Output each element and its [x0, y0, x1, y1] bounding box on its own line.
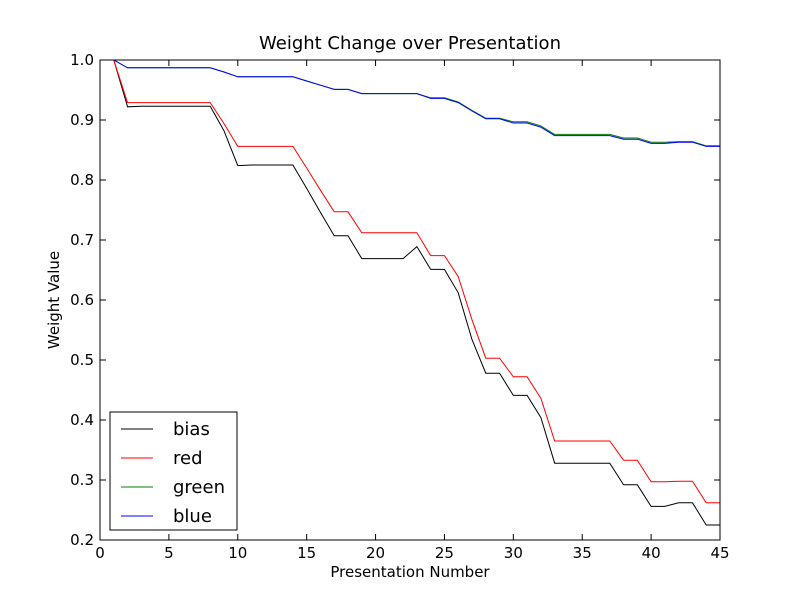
- x-tick-label: 40: [642, 544, 661, 562]
- y-tick-label: 0.8: [70, 171, 94, 189]
- y-tick-label: 0.3: [70, 471, 94, 489]
- x-axis-label: Presentation Number: [330, 563, 490, 581]
- y-tick-label: 0.6: [70, 291, 94, 309]
- series-line-blue: [113, 59, 720, 147]
- series-line-red: [113, 59, 720, 504]
- y-tick-label: 0.5: [70, 351, 94, 369]
- y-tick-label: 0.9: [70, 111, 94, 129]
- y-axis-label: Weight Value: [45, 251, 63, 349]
- legend-label-green: green: [173, 477, 225, 498]
- y-tick-label: 0.4: [70, 411, 94, 429]
- legend-label-blue: blue: [173, 506, 212, 527]
- y-tick-label: 0.2: [70, 531, 94, 549]
- x-tick-label: 0: [95, 544, 105, 562]
- legend: bias red green blue: [109, 411, 238, 531]
- series-line-bias: [113, 59, 720, 526]
- x-tick-label: 25: [435, 544, 454, 562]
- x-tick-label: 10: [228, 544, 247, 562]
- x-tick-label: 30: [504, 544, 523, 562]
- y-tick-label: 0.7: [70, 231, 94, 249]
- legend-box: [109, 411, 238, 531]
- legend-label-red: red: [173, 448, 203, 469]
- legend-label-bias: bias: [173, 419, 210, 440]
- series-layer: [113, 59, 720, 526]
- x-tick-label: 15: [297, 544, 316, 562]
- y-tick-label: 1.0: [70, 51, 94, 69]
- ticks-layer: 0 5 10 15 20 25 30 35 40 45 0.2 0.3 0.4 0.5 0.6 0.7 0.8 0…: [70, 51, 729, 562]
- x-tick-label: 5: [164, 544, 174, 562]
- x-tick-label: 20: [366, 544, 385, 562]
- chart-title: Weight Change over Presentation: [259, 33, 561, 54]
- x-tick-label: 35: [573, 544, 592, 562]
- x-tick-label: 45: [710, 544, 729, 562]
